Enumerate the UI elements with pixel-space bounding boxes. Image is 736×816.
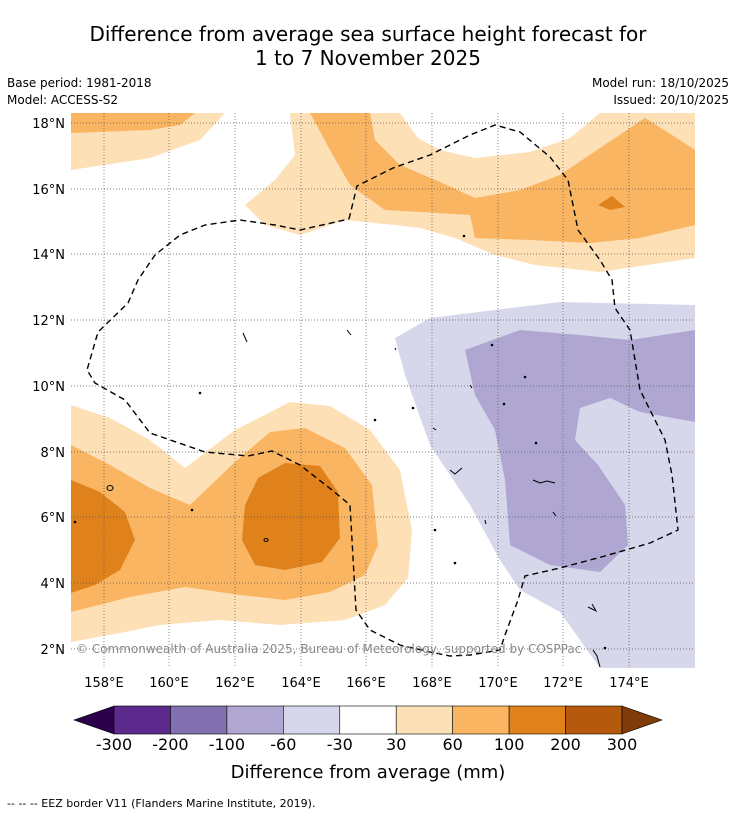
island	[263, 538, 269, 542]
contour-pos-100-200-spot	[598, 196, 625, 210]
colorbar-under-extension	[73, 705, 115, 735]
colorbar-tick-label: 30	[386, 735, 407, 754]
map-title-line1: Difference from average sea surface heig…	[89, 22, 647, 46]
island	[490, 343, 494, 347]
island	[462, 234, 466, 238]
colorbar-swatch	[395, 705, 453, 735]
island	[484, 519, 487, 525]
island	[453, 561, 457, 565]
colorbar-swatch	[283, 705, 341, 735]
lat-tick: 8°N	[41, 446, 66, 461]
island	[198, 391, 202, 395]
colorbar-swatch	[226, 705, 284, 735]
colorbar-tick-label: 200	[550, 735, 581, 754]
lon-tick: 172°E	[543, 676, 583, 691]
lon-tick: 174°E	[609, 676, 649, 691]
model-label: Model: ACCESS-S2	[7, 93, 119, 107]
colorbar-title: Difference from average (mm)	[230, 762, 506, 783]
colorbar-tick-label: -100	[208, 735, 246, 754]
colorbar-swatch	[452, 705, 510, 735]
eez-footnote: -- -- -- EEZ border V11 (Flanders Marine…	[7, 797, 316, 810]
lon-tick: 158°E	[84, 676, 124, 691]
lat-tick: 4°N	[41, 577, 66, 592]
island	[394, 347, 397, 351]
colorbar	[73, 705, 663, 735]
island	[190, 508, 194, 512]
lon-tick: 168°E	[412, 676, 452, 691]
island	[242, 332, 248, 343]
island	[432, 427, 437, 431]
island	[469, 384, 473, 389]
colorbar-tick-label: 300	[606, 735, 638, 754]
contour-pos-60-100-northcenter	[310, 113, 695, 243]
island	[534, 441, 538, 445]
island	[587, 603, 598, 613]
graticule	[71, 113, 695, 668]
island	[552, 511, 557, 517]
colorbar-over-extension	[621, 705, 663, 735]
lon-tick: 166°E	[346, 676, 386, 691]
lon-tick: 162°E	[215, 676, 255, 691]
lat-ticks: 18°N 16°N 14°N 12°N 10°N 8°N 6°N 4°N 2°N	[32, 117, 65, 658]
base-period-label: Base period: 1981-2018	[7, 76, 152, 90]
lat-tick: 10°N	[32, 380, 65, 395]
contour-neg-60-100	[465, 330, 695, 572]
colorbar-tick-label: -30	[326, 735, 353, 754]
colorbar-tick-label: -300	[95, 735, 133, 754]
island	[449, 467, 463, 475]
contour-pos-100-200-southwest	[71, 480, 135, 593]
colorbar-tick-label: -60	[270, 735, 297, 754]
island	[433, 528, 437, 532]
island	[603, 646, 607, 650]
map-plot-area	[71, 113, 695, 668]
colorbar-swatch	[339, 705, 397, 735]
island	[592, 649, 601, 668]
colorbar-tick-label: 60	[442, 735, 463, 754]
lat-tick: 18°N	[32, 117, 65, 132]
issued-label: Issued: 20/10/2025	[613, 93, 729, 107]
model-run-label: Model run: 18/10/2025	[591, 76, 729, 90]
colorbar-swatch	[565, 705, 623, 735]
lat-tick: 6°N	[41, 511, 66, 526]
contour-pos-60-100-northwest	[71, 113, 195, 133]
island	[523, 375, 527, 379]
lat-tick: 12°N	[32, 314, 65, 329]
island	[373, 418, 377, 422]
copyright-notice: © Commonwealth of Australia 2025, Bureau…	[76, 642, 582, 656]
lat-tick: 2°N	[41, 643, 66, 658]
islands	[73, 234, 607, 668]
contour-pos-100-200-southcenter	[242, 463, 340, 570]
lon-ticks: 158°E 160°E 162°E 164°E 166°E 168°E 170°…	[84, 676, 649, 691]
island	[73, 520, 77, 524]
island	[502, 402, 506, 406]
colorbar-swatch	[170, 705, 228, 735]
lon-tick: 170°E	[478, 676, 518, 691]
island	[346, 329, 352, 336]
colorbar-swatch	[113, 705, 171, 735]
colorbar-tick-label: 100	[493, 735, 525, 754]
map-title-line2: 1 to 7 November 2025	[255, 46, 481, 70]
island	[411, 406, 415, 410]
colorbar-tick-label: -200	[152, 735, 189, 754]
lon-tick: 164°E	[281, 676, 321, 691]
island	[106, 485, 114, 491]
colorbar-swatch	[508, 705, 566, 735]
lon-tick: 160°E	[149, 676, 189, 691]
eez-border	[86, 124, 679, 657]
island	[532, 479, 556, 484]
lat-tick: 16°N	[32, 183, 65, 198]
lat-tick: 14°N	[32, 248, 65, 263]
